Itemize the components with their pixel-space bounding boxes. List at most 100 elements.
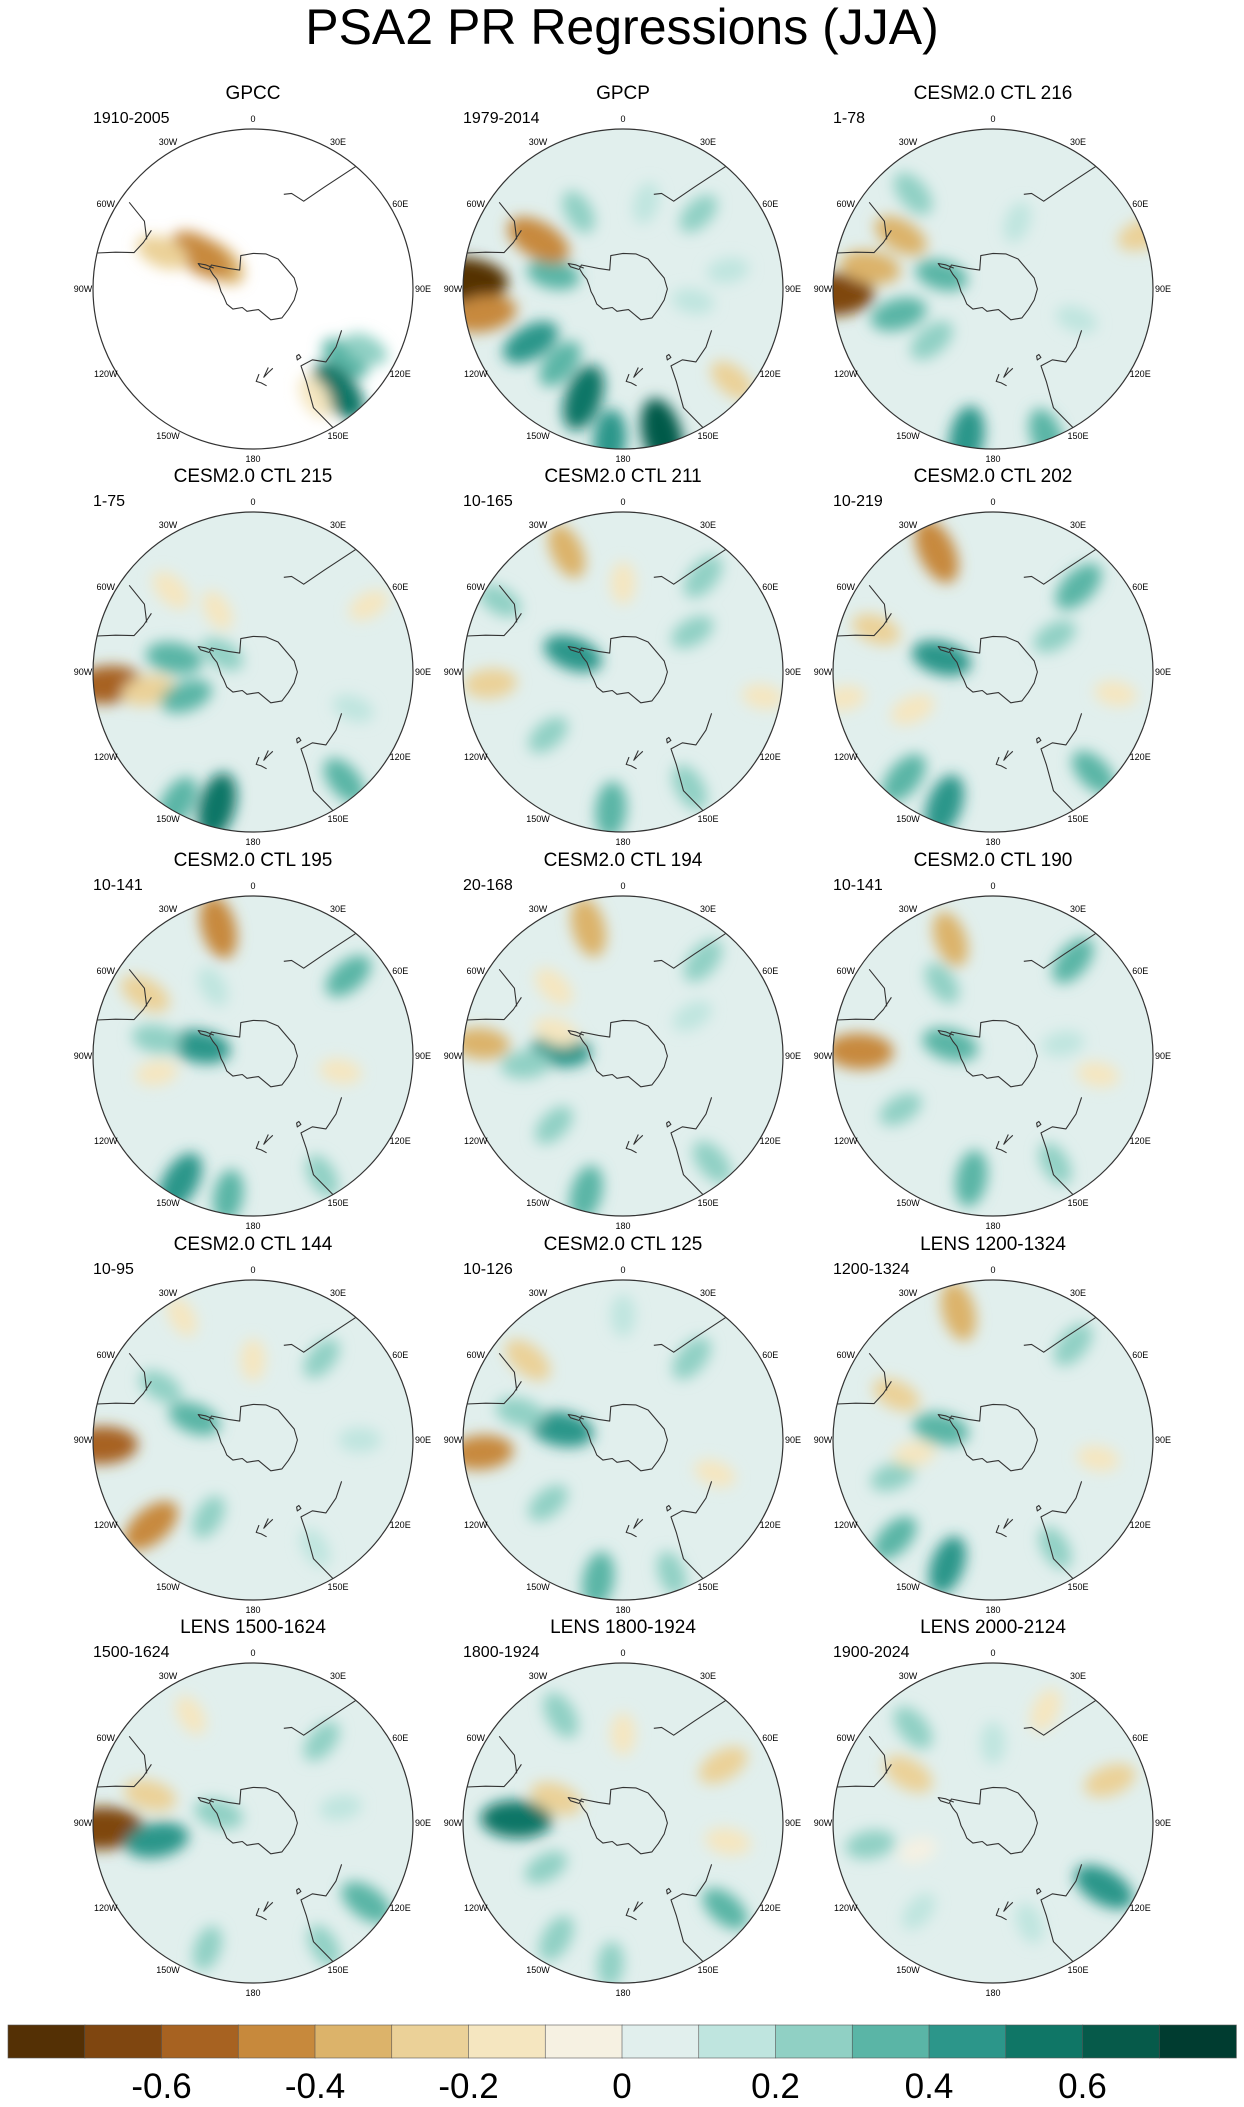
longitude-label: 30E bbox=[330, 904, 346, 914]
new-zealand-outline bbox=[633, 367, 644, 378]
regression-anomaly bbox=[610, 561, 636, 605]
tasmania-outline bbox=[1036, 1504, 1042, 1512]
colorbar-swatch bbox=[1082, 2024, 1160, 2059]
longitude-label: 120E bbox=[760, 1903, 781, 1913]
longitude-label: 120E bbox=[390, 1903, 411, 1913]
regression-anomaly bbox=[527, 258, 580, 290]
regression-anomaly bbox=[1055, 305, 1098, 334]
regression-anomaly bbox=[694, 1459, 736, 1488]
regression-anomaly bbox=[562, 365, 605, 431]
regression-anomaly bbox=[319, 1794, 362, 1821]
longitude-label: 60W bbox=[97, 1350, 116, 1360]
australia-outline bbox=[300, 1864, 343, 1962]
coastlines bbox=[837, 548, 1097, 811]
australia-outline bbox=[1040, 1864, 1083, 1962]
regression-anomaly bbox=[893, 172, 933, 215]
chart-title: PSA2 PR Regressions (JJA) bbox=[305, 0, 939, 55]
regression-anomaly bbox=[582, 1551, 615, 1600]
regression-anomaly bbox=[524, 1851, 568, 1884]
new-zealand-outline bbox=[255, 1524, 267, 1538]
longitude-label: 30E bbox=[1070, 1288, 1086, 1298]
map-panel: 0 30E 60E 90E 120E 150E 180 150W 120W 90W 60W 30W LE… bbox=[814, 1234, 1171, 1615]
longitude-label: 0 bbox=[250, 114, 255, 124]
longitude-label: 180 bbox=[245, 1605, 260, 1615]
regression-anomaly bbox=[533, 1016, 579, 1047]
new-zealand-outline bbox=[633, 750, 644, 761]
longitude-label: 30E bbox=[1070, 904, 1086, 914]
patagonia-outline bbox=[128, 968, 148, 1007]
regression-anomaly bbox=[912, 1412, 969, 1446]
longitude-label: 150W bbox=[896, 814, 920, 824]
longitude-label: 150E bbox=[697, 1582, 718, 1592]
longitude-label: 90E bbox=[1155, 1051, 1171, 1061]
antarctica-outline bbox=[948, 635, 1038, 704]
longitude-label: 0 bbox=[250, 1265, 255, 1275]
longitude-label: 180 bbox=[245, 1221, 260, 1231]
regression-anomaly bbox=[922, 1027, 979, 1062]
regression-anomaly bbox=[1015, 1902, 1044, 1944]
regression-anomaly bbox=[348, 590, 389, 621]
new-zealand-outline bbox=[1003, 1134, 1014, 1145]
longitude-label: 180 bbox=[985, 1605, 1000, 1615]
coastlines bbox=[467, 1699, 727, 1962]
longitude-label: 30W bbox=[159, 1288, 178, 1298]
regression-anomaly bbox=[683, 939, 723, 982]
longitude-label: 120W bbox=[834, 1136, 858, 1146]
panel-years: 10-165 bbox=[463, 493, 513, 510]
colorbar: -0.6 -0.4 -0.2 0 0.2 0.4 0.6 bbox=[7, 2024, 1237, 2106]
regression-anomaly bbox=[593, 409, 627, 449]
longitude-label: 150E bbox=[327, 1198, 348, 1208]
regression-anomaly bbox=[881, 754, 926, 803]
africa-outline bbox=[283, 165, 357, 202]
longitude-label: 30W bbox=[899, 520, 918, 530]
longitude-label: 150W bbox=[896, 1198, 920, 1208]
regression-anomaly bbox=[463, 668, 517, 699]
map-panel: 0 30E 60E 90E 120E 150E 180 150W 120W 90W 60W 30W CE… bbox=[814, 466, 1171, 847]
new-zealand-outline bbox=[255, 1140, 267, 1154]
regression-anomaly bbox=[543, 1692, 579, 1738]
new-zealand-outline bbox=[255, 1907, 267, 1921]
longitude-label: 60E bbox=[762, 1733, 778, 1743]
regression-anomaly bbox=[741, 683, 783, 710]
regression-anomaly bbox=[124, 1822, 189, 1858]
regression-anomaly bbox=[240, 1338, 266, 1382]
tasmania-outline bbox=[1036, 736, 1042, 744]
new-zealand-outline bbox=[1003, 367, 1014, 378]
longitude-label: 30W bbox=[529, 1671, 548, 1681]
regression-anomaly bbox=[679, 194, 718, 233]
panel-title: CESM2.0 CTL 216 bbox=[914, 83, 1073, 104]
africa-outline bbox=[653, 932, 727, 969]
australia-outline bbox=[1040, 713, 1083, 811]
regression-anomaly bbox=[538, 1915, 574, 1962]
longitude-label: 60E bbox=[762, 966, 778, 976]
patagonia-outline bbox=[128, 1352, 148, 1391]
regression-anomaly bbox=[535, 968, 573, 1006]
longitude-label: 0 bbox=[620, 1648, 625, 1658]
map-boundary bbox=[92, 895, 414, 1217]
regression-anomaly bbox=[1041, 1030, 1085, 1057]
panel-years: 1-78 bbox=[833, 110, 865, 127]
coastlines bbox=[97, 1316, 357, 1579]
regression-anomaly bbox=[530, 1782, 582, 1816]
coastlines bbox=[97, 548, 357, 811]
longitude-label: 60E bbox=[1132, 966, 1148, 976]
longitude-label: 0 bbox=[990, 114, 995, 124]
longitude-label: 90E bbox=[415, 1051, 431, 1061]
regression-anomaly bbox=[135, 1060, 178, 1086]
longitude-label: 30W bbox=[159, 137, 178, 147]
africa-outline bbox=[283, 548, 357, 585]
longitude-label: 60E bbox=[1132, 582, 1148, 592]
longitude-label: 120E bbox=[390, 752, 411, 762]
regression-anomaly bbox=[928, 1536, 966, 1595]
tasmania-outline bbox=[666, 1504, 672, 1512]
longitude-label: 60W bbox=[467, 1350, 486, 1360]
new-zealand-outline bbox=[263, 1134, 274, 1145]
regression-anomaly bbox=[833, 1033, 894, 1070]
map-panel: 0 30E 60E 90E 120E 150E 180 150W 120W 90W 60W 30W CE… bbox=[444, 1234, 801, 1615]
peninsula-outline bbox=[197, 262, 215, 271]
longitude-label: 90W bbox=[814, 284, 833, 294]
patagonia-outline bbox=[868, 201, 888, 240]
regression-anomaly bbox=[870, 297, 927, 332]
longitude-label: 0 bbox=[990, 497, 995, 507]
panel-title: GPCC bbox=[226, 83, 281, 104]
